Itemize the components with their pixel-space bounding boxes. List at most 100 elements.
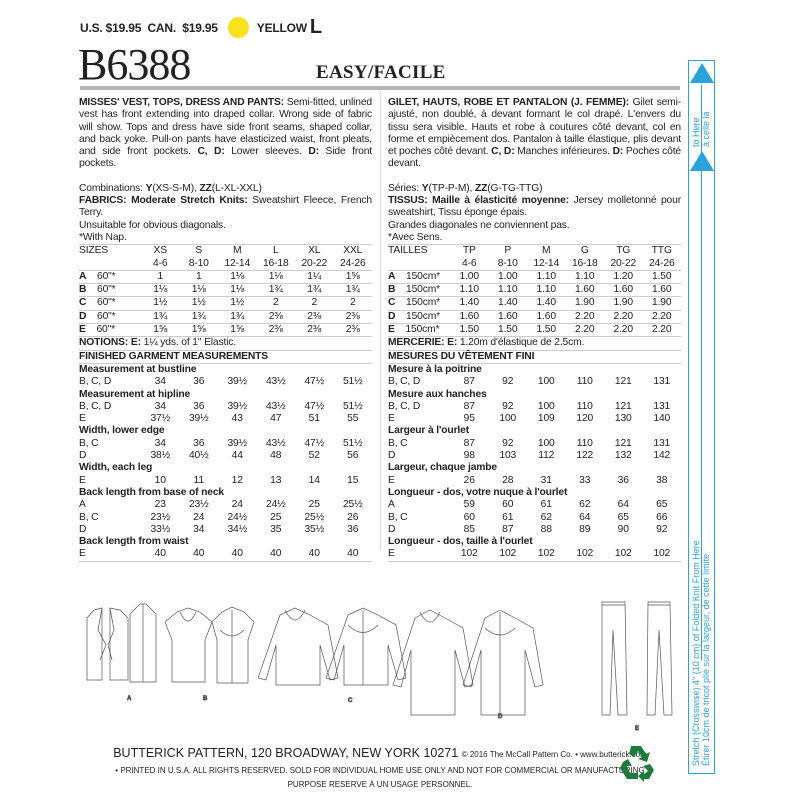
cell: 2.20 xyxy=(613,310,634,322)
cell: 34 xyxy=(154,437,166,449)
cell: 1½ xyxy=(230,297,245,309)
measurement-title: Measurement at hipline xyxy=(79,388,191,400)
cell: 61 xyxy=(540,499,552,511)
cell: 24-26 xyxy=(648,257,675,269)
fabrics: FABRICS: Moderate Stretch Knits: Sweatsh… xyxy=(79,195,372,220)
cell: 66 xyxy=(656,511,668,523)
cell: 12-14 xyxy=(533,257,560,269)
cell: 40 xyxy=(308,548,320,560)
measurement-title: Mesure aux hanches xyxy=(388,388,487,400)
cd-text: Lower sleeves. xyxy=(224,146,302,158)
comb-zz: ZZ xyxy=(199,182,212,194)
cell: 110 xyxy=(576,376,593,388)
view-letter: A xyxy=(388,270,396,282)
view-letter: B xyxy=(79,284,87,296)
cell: 1¾ xyxy=(268,284,283,296)
cell: 88 xyxy=(540,523,552,535)
cell: 1.20 xyxy=(613,270,634,282)
cell: 31 xyxy=(540,474,552,486)
cell: 1.10 xyxy=(536,284,557,296)
comb-y: Y xyxy=(145,182,153,194)
cell: E xyxy=(388,413,395,425)
view-label-c: C xyxy=(348,698,353,704)
view-letter: B xyxy=(388,284,396,296)
cell: 40 xyxy=(193,548,205,560)
yardage-row: A 60"* 1 1 1⅛ 1⅛ 1¼ 1⅝ xyxy=(79,271,372,285)
cell: M xyxy=(542,245,551,257)
cell: 1.10 xyxy=(536,270,557,282)
measurement-row: B, C 60 61 62 64 65 66 xyxy=(388,512,681,524)
cell: 61 xyxy=(502,511,514,523)
measurement-title: Largeur à l'ourlet xyxy=(388,425,469,437)
yardage-row: E 60"* 1⅝ 1⅝ 1⅝ 2⅜ 2⅜ 2⅜ xyxy=(79,324,372,338)
cell: 1½ xyxy=(191,297,206,309)
cell: SIZES xyxy=(79,245,109,257)
cell: 47 xyxy=(270,413,282,425)
cell: B, C xyxy=(388,511,408,523)
comb-zz-sizes: (G-TG-TTG) xyxy=(487,182,543,194)
cd-label: C, D: xyxy=(197,146,225,158)
website-link[interactable]: www.butterick.com xyxy=(580,750,647,759)
cell: 62 xyxy=(579,499,591,511)
cell: 110 xyxy=(576,400,593,412)
cell: 37½ xyxy=(150,413,171,425)
cell: 20-22 xyxy=(301,257,328,269)
measurement-row: E 102 102 102 102 102 102 xyxy=(388,548,681,562)
cell: 87 xyxy=(463,376,475,388)
cell: A xyxy=(388,499,395,511)
view-label-d: D xyxy=(498,714,503,720)
cell: 40 xyxy=(231,548,243,560)
measurement-row: E 26 28 31 33 36 38 xyxy=(388,475,681,487)
view-width: A 150cm* xyxy=(388,271,450,283)
fabric-width: 150cm* xyxy=(406,297,441,309)
view-letter: C xyxy=(388,297,396,309)
cell: 4-6 xyxy=(462,257,477,269)
comb-zz: ZZ xyxy=(474,182,488,194)
cell: TAILLES xyxy=(388,245,428,257)
column-divider xyxy=(380,90,381,550)
yardage-row: B 150cm* 1.10 1.10 1.10 1.60 1.60 1.60 xyxy=(388,284,681,298)
yardage-row: D 150cm* 1.60 1.60 1.60 2.20 2.20 2.20 xyxy=(388,310,681,325)
measurement-title: Measurement at bustline xyxy=(79,363,197,375)
cell: 24½ xyxy=(227,511,248,523)
cell: 39½ xyxy=(227,376,248,388)
cell: 142 xyxy=(653,450,671,462)
cell: 1¾ xyxy=(307,284,322,296)
cell: 39½ xyxy=(227,400,248,412)
cell: 15 xyxy=(347,474,359,486)
cell: 2 xyxy=(349,297,356,309)
cell: 43½ xyxy=(265,400,286,412)
cell: 112 xyxy=(538,450,555,462)
measurement-title: Longueur - dos, votre nuque à l'ourlet xyxy=(388,486,568,498)
view-letter: D xyxy=(79,310,87,322)
cell: 102 xyxy=(614,548,632,560)
sizes-subheader: 4-6 8-10 12-14 16-18 20-22 24-26 xyxy=(79,258,372,271)
fabric-width: 150cm* xyxy=(406,310,441,322)
description-title: GILET, HAUTS, ROBE ET PANTALON (J. FEMME… xyxy=(388,97,630,108)
cell: M xyxy=(233,245,242,257)
price-line: U.S. $19.95 CAN. $19.95 YELLOW L xyxy=(80,16,322,39)
cell: 1.00 xyxy=(498,270,518,282)
measurement-row: B, C, D 34 36 39½ 43½ 47½ 51½ xyxy=(79,376,372,388)
cell: 34½ xyxy=(227,523,248,535)
measurement-title: Mesure à la poitrine xyxy=(388,363,482,375)
triangle-top-icon xyxy=(690,63,714,83)
notions-text: 1.20m d'élastique de 2.5cm. xyxy=(457,337,585,349)
cell: 2⅜ xyxy=(268,310,283,322)
view-width: D 150cm* xyxy=(388,311,450,323)
cell: 102 xyxy=(460,548,478,560)
cell: 33 xyxy=(579,474,591,486)
english-column: MISSES' VEST, TOPS, DRESS AND PANTS: Sem… xyxy=(79,97,372,562)
cell: 89 xyxy=(579,523,591,535)
measurement-title: Longueur - dos, taille à l'ourlet xyxy=(388,536,533,548)
cell: 12 xyxy=(231,474,243,486)
cell: 1.60 xyxy=(459,310,480,322)
cell: 140 xyxy=(653,413,671,425)
cell: 1.10 xyxy=(459,284,480,296)
cell: 35 xyxy=(270,523,282,535)
view-a-illustration xyxy=(86,603,157,683)
cell: B, C xyxy=(388,437,408,449)
cell: 92 xyxy=(502,376,514,388)
yellow-dot-icon xyxy=(227,17,249,38)
comb-y-sizes: (TP-P-M), xyxy=(428,182,475,194)
